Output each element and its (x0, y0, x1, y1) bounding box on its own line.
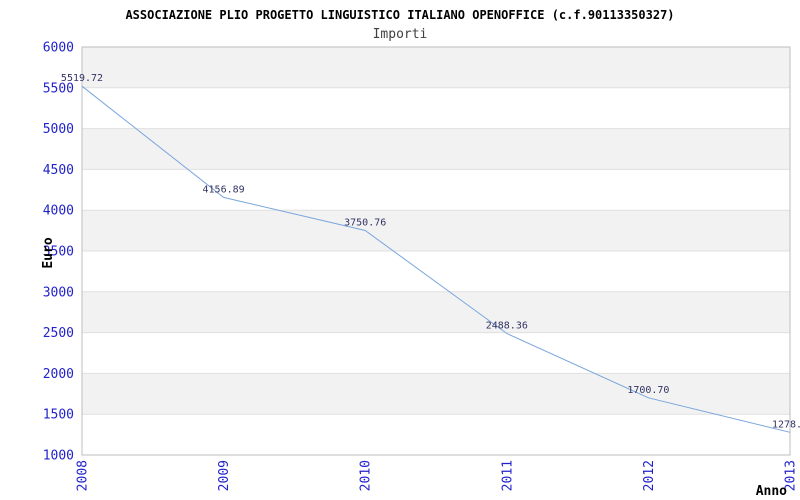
point-label: 1700.70 (627, 385, 669, 396)
y-tick-label: 3500 (43, 245, 74, 260)
plot-border-rect (81, 46, 791, 456)
y-tick-label: 4000 (43, 204, 74, 219)
plot-border (81, 46, 791, 456)
plot-background-bands (82, 47, 790, 455)
y-tick-label: 6000 (43, 41, 74, 56)
background-band (82, 373, 790, 415)
background-band (82, 128, 790, 170)
y-tick-label: 1000 (43, 449, 74, 464)
x-tick-label: 2011 (500, 460, 515, 491)
x-tick-label: 2009 (217, 460, 232, 491)
background-band (82, 169, 790, 211)
chart-subtitle: Importi (373, 27, 428, 42)
background-band (82, 332, 790, 374)
y-tick-label: 5500 (43, 81, 74, 96)
point-label: 1278.5 (772, 419, 800, 430)
background-band (82, 291, 790, 333)
y-axis-title: Euro (41, 237, 56, 268)
background-band (82, 251, 790, 292)
background-band (82, 414, 790, 455)
x-tick-label: 2010 (359, 460, 374, 491)
y-tick-label: 2000 (43, 367, 74, 382)
point-label: 5519.72 (61, 73, 103, 84)
data-point-labels: 5519.72 4156.89 3750.76 2488.36 1700.70 1278.… (61, 73, 800, 430)
point-label: 2488.36 (486, 321, 528, 332)
x-tick-label: 2012 (642, 460, 657, 491)
y-tick-label: 5000 (43, 122, 74, 137)
x-tick-label: 2008 (76, 460, 91, 491)
x-axis-title: Anno (756, 484, 787, 499)
y-tick-label: 1500 (43, 408, 74, 423)
background-band (82, 210, 790, 251)
y-tick-label: 2500 (43, 326, 74, 341)
background-band (82, 87, 790, 129)
x-tick-label: 2013 (784, 460, 799, 491)
y-axis-tick-labels: 1000 1500 2000 2500 3000 3500 4000 4500 5000 5500… (43, 41, 74, 464)
chart-title: ASSOCIAZIONE PLIO PROGETTO LINGUISTICO I… (125, 8, 674, 22)
data-series (81, 85, 791, 433)
series-line-importi (81, 85, 791, 433)
point-label: 3750.76 (344, 218, 386, 229)
y-tick-label: 4500 (43, 163, 74, 178)
y-tick-label: 3000 (43, 285, 74, 300)
point-label: 4156.89 (203, 184, 245, 195)
background-band (82, 47, 790, 88)
x-axis-tick-labels: 2008 2009 2010 2011 2012 2013 (76, 460, 799, 491)
